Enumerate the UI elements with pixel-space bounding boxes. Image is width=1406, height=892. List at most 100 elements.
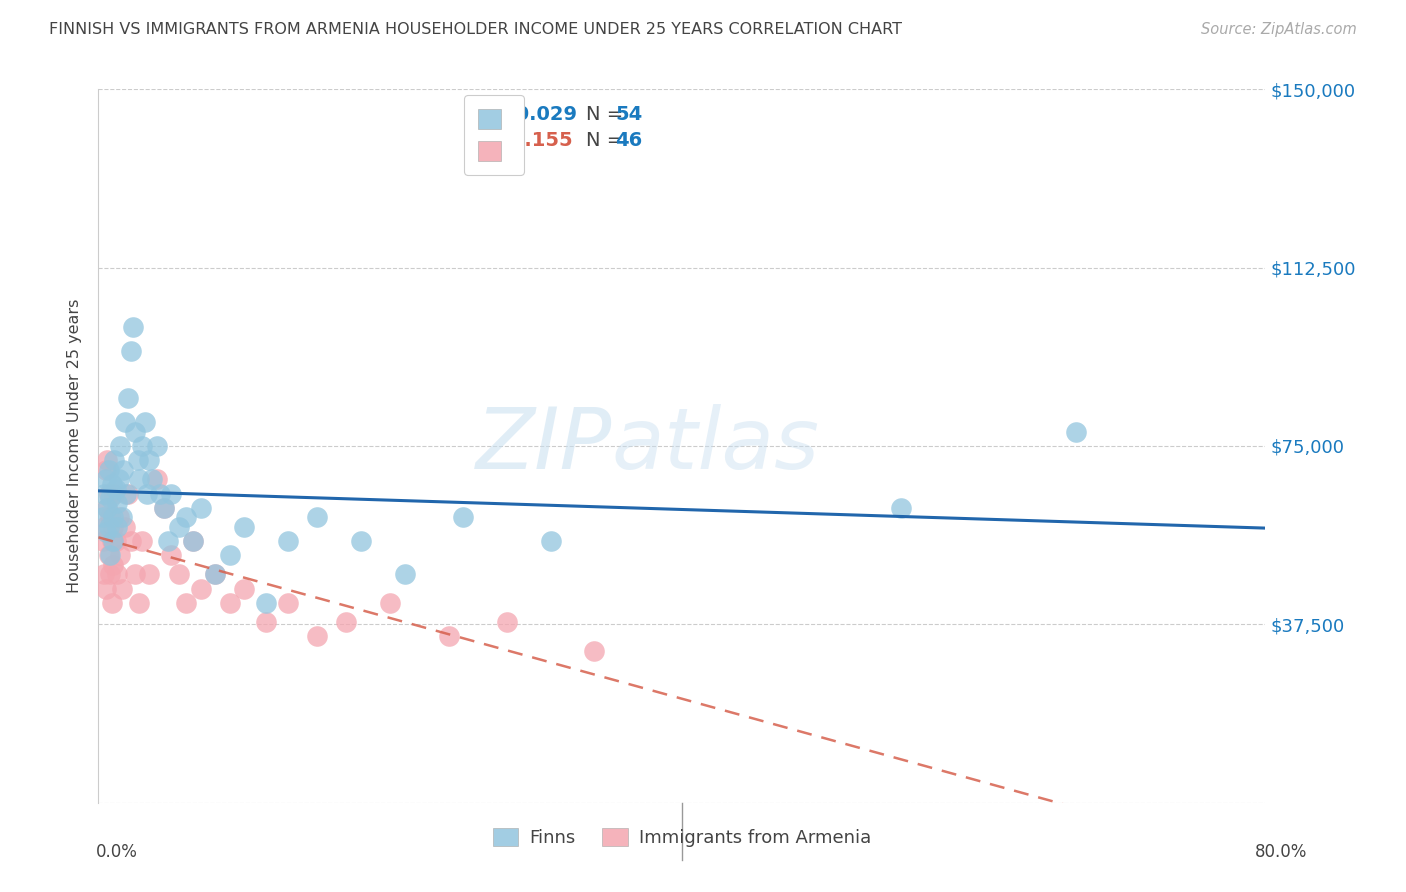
- Point: [120, 343, 142, 358]
- Point: [160, 549, 183, 563]
- Point: [254, 615, 277, 629]
- Point: [131, 534, 153, 549]
- Point: [105, 567, 128, 582]
- Point: [167, 520, 190, 534]
- Point: [96, 500, 118, 515]
- Point: [131, 439, 153, 453]
- Text: atlas: atlas: [612, 404, 820, 488]
- Point: [153, 500, 176, 515]
- Point: [124, 425, 146, 439]
- Point: [115, 486, 138, 500]
- Point: [94, 524, 117, 539]
- Point: [108, 472, 131, 486]
- Point: [104, 534, 127, 549]
- Text: 0.029: 0.029: [509, 104, 578, 124]
- Text: 80.0%: 80.0%: [1256, 843, 1308, 861]
- Point: [135, 486, 157, 500]
- Point: [254, 596, 277, 610]
- Point: [174, 596, 197, 610]
- Point: [96, 500, 118, 515]
- Point: [233, 582, 256, 596]
- Point: [233, 520, 256, 534]
- Point: [103, 453, 125, 467]
- Point: [105, 496, 128, 510]
- Point: [218, 596, 240, 610]
- Point: [167, 567, 190, 582]
- Point: [350, 534, 373, 549]
- Text: N =: N =: [586, 131, 630, 150]
- Point: [100, 477, 122, 491]
- Point: [218, 549, 240, 563]
- Point: [128, 472, 150, 486]
- Point: [97, 520, 120, 534]
- Point: [437, 629, 460, 643]
- Point: [124, 567, 146, 582]
- Point: [98, 510, 121, 524]
- Point: [174, 510, 197, 524]
- Point: [91, 534, 114, 549]
- Point: [101, 510, 124, 524]
- Point: [451, 510, 474, 524]
- Point: [277, 534, 299, 549]
- Point: [98, 491, 121, 506]
- Point: [496, 615, 519, 629]
- Point: [890, 500, 912, 515]
- Point: [307, 629, 329, 643]
- Point: [157, 534, 180, 549]
- Point: [141, 472, 163, 486]
- Point: [98, 567, 121, 582]
- Point: [101, 520, 124, 534]
- Point: [97, 486, 120, 500]
- Point: [97, 463, 120, 477]
- Point: [112, 463, 135, 477]
- Point: [204, 567, 226, 582]
- Point: [134, 415, 156, 429]
- Point: [127, 453, 149, 467]
- Text: FINNISH VS IMMIGRANTS FROM ARMENIA HOUSEHOLDER INCOME UNDER 25 YEARS CORRELATION: FINNISH VS IMMIGRANTS FROM ARMENIA HOUSE…: [49, 22, 903, 37]
- Point: [111, 582, 134, 596]
- Point: [94, 582, 117, 596]
- Point: [108, 510, 131, 524]
- Text: R =: R =: [478, 131, 520, 150]
- Text: N =: N =: [586, 104, 630, 124]
- Point: [101, 558, 124, 572]
- Text: 46: 46: [616, 131, 643, 150]
- Point: [110, 439, 132, 453]
- Point: [122, 320, 145, 334]
- Point: [204, 567, 226, 582]
- Point: [160, 486, 183, 500]
- Point: [149, 486, 172, 500]
- Point: [307, 510, 329, 524]
- Point: [104, 482, 127, 496]
- Text: Source: ZipAtlas.com: Source: ZipAtlas.com: [1201, 22, 1357, 37]
- Text: R =: R =: [478, 104, 520, 124]
- Text: ZIP: ZIP: [475, 404, 612, 488]
- Point: [98, 549, 121, 563]
- Point: [105, 520, 128, 534]
- Text: -0.155: -0.155: [503, 131, 574, 150]
- Point: [146, 439, 169, 453]
- Point: [93, 486, 115, 500]
- Point: [181, 534, 204, 549]
- Point: [120, 534, 142, 549]
- Legend: Finns, Immigrants from Armenia: Finns, Immigrants from Armenia: [486, 821, 877, 855]
- Point: [128, 596, 150, 610]
- Point: [138, 453, 160, 467]
- Point: [91, 510, 114, 524]
- Point: [110, 549, 132, 563]
- Point: [335, 615, 357, 629]
- Point: [93, 567, 115, 582]
- Point: [114, 520, 136, 534]
- Point: [540, 534, 562, 549]
- Point: [114, 415, 136, 429]
- Point: [277, 596, 299, 610]
- Point: [190, 582, 212, 596]
- Point: [146, 472, 169, 486]
- Point: [181, 534, 204, 549]
- Point: [94, 472, 117, 486]
- Point: [117, 392, 139, 406]
- Point: [394, 567, 416, 582]
- Point: [111, 510, 134, 524]
- Point: [380, 596, 402, 610]
- Point: [138, 567, 160, 582]
